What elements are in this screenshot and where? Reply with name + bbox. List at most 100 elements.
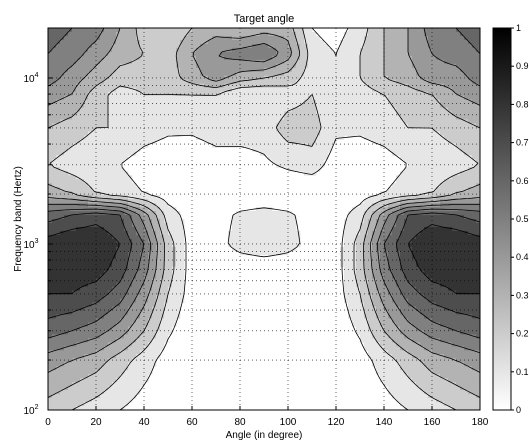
contour-cell [136, 203, 141, 208]
contour-cell [396, 179, 401, 184]
contour-cell [420, 115, 425, 120]
contour-cell [248, 35, 253, 41]
contour-cell [468, 91, 473, 97]
contour-cell [112, 187, 117, 192]
contour-cell [68, 131, 73, 136]
contour-cell [348, 43, 353, 49]
contour-cell [396, 39, 401, 45]
contour-cell [296, 59, 301, 65]
contour-cell [308, 39, 313, 45]
contour-cell [420, 215, 425, 220]
contour-cell [92, 254, 97, 260]
contour-cell [396, 222, 401, 228]
contour-cell [80, 107, 85, 112]
contour-cell [144, 95, 149, 101]
contour-cell [364, 226, 369, 232]
contour-cell [140, 99, 145, 105]
contour-cell [216, 28, 221, 33]
contour-cell [428, 254, 433, 260]
contour-cell [320, 123, 325, 128]
contour-cell [280, 226, 285, 232]
contour-cell [264, 59, 269, 65]
contour-cell [68, 203, 73, 208]
contour-cell [436, 219, 441, 224]
contour-cell [332, 67, 337, 73]
contour-cell [312, 31, 317, 37]
contour-cell [424, 179, 429, 184]
contour-cell [88, 79, 93, 85]
contour-cell [476, 99, 481, 105]
contour-cell [216, 111, 221, 116]
contour-cell [172, 35, 177, 41]
contour-cell [368, 67, 373, 73]
contour-cell [96, 155, 101, 160]
contour-cell [252, 95, 257, 101]
contour-cell [228, 135, 233, 140]
contour-cell [400, 43, 405, 49]
contour-cell [432, 79, 437, 85]
contour-cell [424, 47, 429, 53]
contour-cell [176, 103, 181, 108]
contour-cell [112, 43, 117, 49]
contour-cell [368, 250, 373, 256]
contour-cell [112, 91, 117, 97]
contour-cell [416, 143, 421, 148]
contour-cell [288, 43, 293, 49]
contour-cell [408, 119, 413, 124]
contour-cell [396, 28, 401, 33]
contour-cell [308, 43, 313, 49]
contour-cell [280, 147, 285, 152]
contour-cell [292, 35, 297, 41]
contour-cell [144, 67, 149, 73]
contour-cell [92, 47, 97, 53]
contour-cell [200, 95, 205, 101]
contour-cell [92, 179, 97, 184]
contour-cell [176, 123, 181, 128]
contour-cell [400, 39, 405, 45]
contour-cell [468, 250, 473, 256]
contour-cell [380, 207, 385, 212]
contour-cell [92, 119, 97, 124]
contour-cell [136, 246, 141, 252]
contour-cell [428, 159, 433, 164]
contour-cell [236, 222, 241, 228]
contour-cell [404, 155, 409, 160]
contour-cell [320, 59, 325, 65]
contour-cell [116, 99, 121, 105]
contour-cell [408, 226, 413, 232]
contour-cell [104, 258, 109, 264]
contour-cell [88, 47, 93, 53]
contour-cell [120, 222, 125, 228]
contour-cell [468, 207, 473, 212]
contour-cell [112, 191, 117, 196]
contour-cell [96, 75, 101, 81]
contour-cell [472, 226, 477, 232]
contour-cell [460, 250, 465, 256]
contour-cell [380, 222, 385, 228]
contour-cell [152, 95, 157, 101]
contour-cell [136, 95, 141, 101]
contour-cell [296, 47, 301, 53]
contour-cell [56, 35, 61, 41]
contour-cell [400, 95, 405, 101]
contour-cell [468, 163, 473, 168]
contour-cell [232, 75, 237, 81]
contour-cell [72, 147, 77, 152]
contour-cell [132, 47, 137, 53]
contour-cell [276, 99, 281, 105]
contour-cell [120, 211, 125, 216]
contour-cell [352, 99, 357, 105]
contour-cell [416, 195, 421, 200]
contour-cell [116, 115, 121, 120]
contour-cell [64, 238, 69, 244]
contour-cell [156, 63, 161, 69]
contour-cell [124, 28, 129, 33]
contour-cell [376, 39, 381, 45]
contour-cell [176, 95, 181, 101]
contour-cell [320, 119, 325, 124]
contour-cell [404, 79, 409, 85]
contour-cell [380, 234, 385, 240]
contour-cell [348, 211, 353, 216]
contour-cell [60, 171, 65, 176]
contour-cell [116, 195, 121, 200]
